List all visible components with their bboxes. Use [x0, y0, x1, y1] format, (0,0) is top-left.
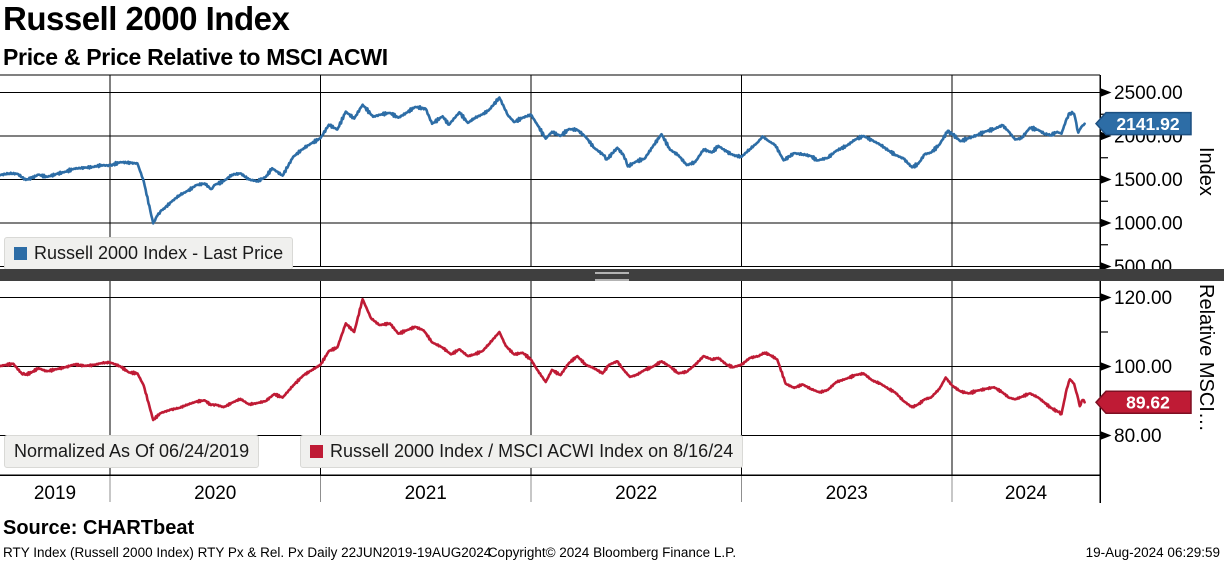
legend-normalized-note-label: Normalized As Of 06/24/2019: [14, 441, 250, 461]
last-price-value: 2141.92: [1116, 114, 1180, 134]
chart-subtitle: Price & Price Relative to MSCI ACWI: [3, 44, 388, 70]
major-tick-arrow-icon: [1100, 431, 1112, 440]
major-tick-arrow-icon: [1100, 218, 1112, 228]
russell-last-price-tag: 2141.92: [1094, 111, 1192, 136]
major-tick-arrow-icon: [1100, 88, 1112, 97]
x-axis-year-strip: 2019 2020 2021 2022 2023 2024: [34, 476, 1048, 504]
major-tick-arrow-icon: [1100, 362, 1112, 371]
year-label: 2024: [1005, 483, 1048, 504]
legend-relative-ratio-label: Russell 2000 Index / MSCI ACWI Index on …: [330, 441, 734, 461]
major-tick-arrow-icon: [1100, 262, 1112, 271]
footer-timestamp: 19-Aug-2024 06:29:59: [1085, 545, 1220, 560]
y-tick-label: 80.00: [1114, 426, 1162, 447]
major-tick-arrow-icon: [1100, 175, 1112, 184]
russell-price-line: [0, 96, 1086, 225]
source-credit: Source: CHARTbeat: [3, 517, 195, 539]
russell-legend-swatch-icon: [14, 247, 27, 260]
bottom-right-axis: 80.00 100.00 120.00: [1100, 288, 1172, 447]
legend-russell-price[interactable]: Russell 2000 Index - Last Price: [4, 237, 294, 270]
year-label: 2023: [826, 483, 868, 504]
last-price-value: 89.62: [1126, 392, 1170, 412]
legend-normalized-note[interactable]: Normalized As Of 06/24/2019: [4, 435, 260, 468]
y-tick-label: 1000.00: [1114, 213, 1183, 234]
relative-last-price-tag: 89.62: [1094, 390, 1192, 415]
major-tick-arrow-icon: [1100, 131, 1112, 141]
relative-ratio-line: [0, 297, 1086, 422]
top-axis-title: Index: [1195, 146, 1217, 196]
legend-relative-ratio[interactable]: Russell 2000 Index / MSCI ACWI Index on …: [300, 435, 744, 468]
year-label: 2019: [34, 483, 76, 504]
y-tick-label: 1500.00: [1114, 170, 1183, 191]
relative-legend-swatch-icon: [310, 445, 323, 458]
year-label: 2020: [194, 483, 236, 504]
y-tick-label: 2500.00: [1114, 83, 1183, 104]
footer-ticker-info: RTY Index (Russell 2000 Index) RTY Px & …: [3, 545, 492, 560]
pane-divider[interactable]: [0, 269, 1224, 281]
bottom-axis-title: Relative MSCI…: [1195, 284, 1217, 432]
y-tick-label: 120.00: [1114, 288, 1172, 309]
year-label: 2021: [405, 483, 447, 504]
y-tick-label: 100.00: [1114, 357, 1172, 378]
footer-copyright: Copyright© 2024 Bloomberg Finance L.P.: [487, 545, 737, 560]
year-label: 2022: [615, 483, 657, 504]
chart-title: Russell 2000 Index: [3, 0, 290, 37]
legend-russell-price-label: Russell 2000 Index - Last Price: [34, 243, 284, 263]
divider-grip-icon: [595, 272, 629, 281]
major-tick-arrow-icon: [1100, 293, 1112, 302]
